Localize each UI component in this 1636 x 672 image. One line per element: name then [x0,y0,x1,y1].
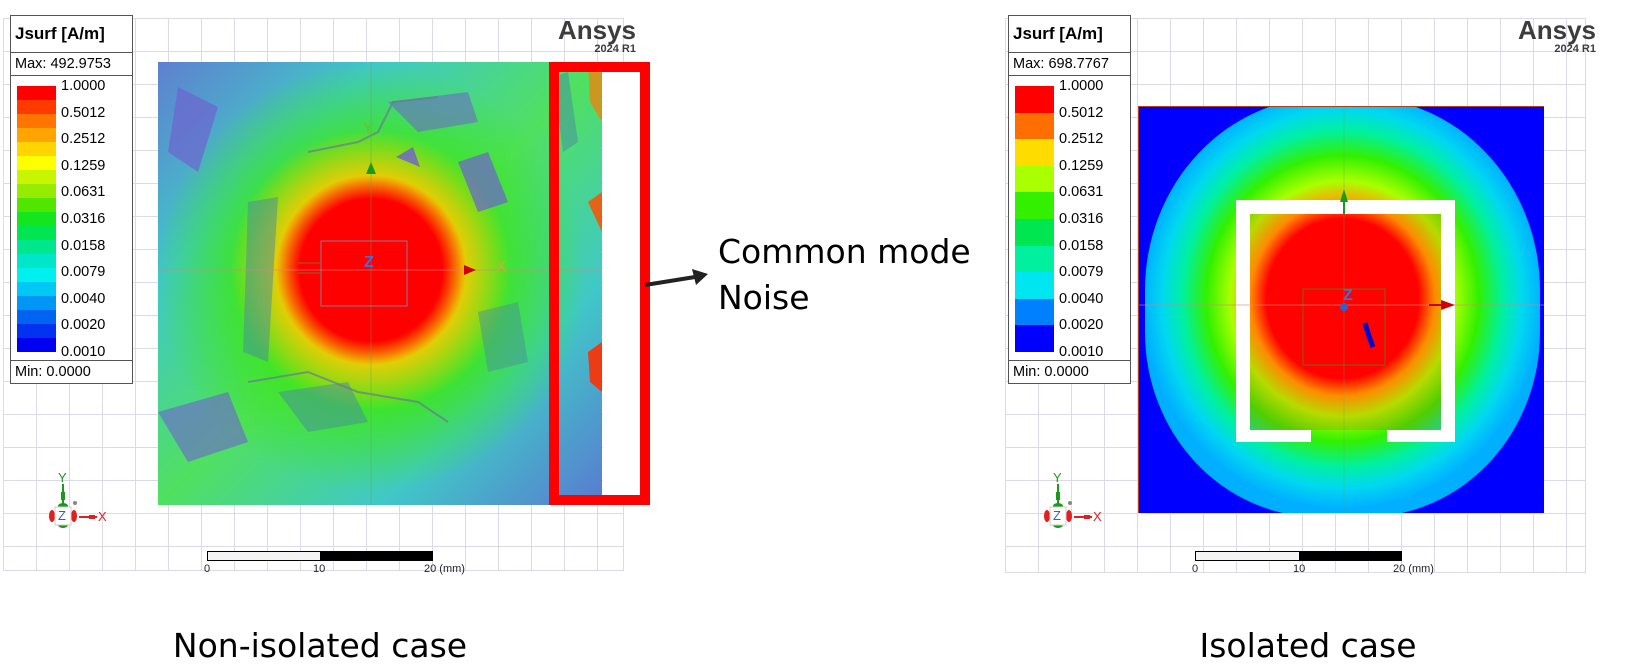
legend-swatch [17,156,56,170]
legend-tick-label: 0.0020 [1059,317,1104,334]
caption-isolated: Isolated case [1199,626,1417,665]
shield-frame [1139,107,1544,513]
legend-tick-label: 0.0010 [61,344,106,360]
triad-x-label: X [98,509,107,524]
legend-scale: 1.0000 0.5012 0.2512 0.1259 0.0631 0.0316 0.01… [11,76,132,361]
annotation-arrow [644,269,708,287]
legend-swatch [17,226,56,240]
legend-swatch [17,114,56,128]
field-artifacts [158,62,602,505]
legend-tick-label: 0.0631 [1059,184,1104,201]
scale-bar [207,551,433,561]
legend-swatch [1015,139,1054,166]
legend-tick-label: 1.0000 [61,78,106,94]
caption-non-isolated: Non-isolated case [172,626,468,665]
legend-swatch [17,212,56,226]
legend-swatches [17,86,56,352]
triad-y-label: Y [58,470,67,485]
legend-min: Min: 0.0000 [1013,364,1089,380]
legend-title: Jsurf [A/m] [1009,16,1130,53]
common-mode-highlight-box [549,62,650,505]
legend-swatch [17,184,56,198]
legend-tick-label: 0.0631 [61,184,106,201]
annotation-line-2: Noise [718,278,810,317]
legend-swatch [1015,192,1054,219]
annotation-text: Common mode Noise [718,229,971,321]
legend-swatch [17,100,56,114]
legend-tick-label: 0.5012 [1059,104,1104,121]
scale-label-20: 20 (mm) [1393,563,1434,575]
legend-swatch [17,198,56,212]
legend-swatch [17,282,56,296]
legend-tick-label: 0.0020 [61,317,106,334]
legend-swatch [1015,86,1054,113]
triad-y-label: Y [1053,470,1062,485]
scale-label-10: 10 [1293,563,1306,575]
legend-tick-label: 0.1259 [1059,157,1104,174]
legend-max: Max: 698.7767 [1009,53,1130,76]
legend-scale: 1.0000 0.5012 0.2512 0.1259 0.0631 0.0316 0.01… [1009,76,1130,361]
coordinate-triad: Y Z X [1040,470,1110,540]
legend-swatch [1015,298,1054,326]
legend-tick-label: 0.0316 [61,211,106,227]
current-density-field-plot: Y X Z [158,62,602,505]
triad-x-label: X [1093,509,1102,524]
legend-swatch [17,268,56,282]
scale-label-10: 10 [313,563,326,575]
legend-max: Max: 492.9753 [11,53,132,76]
legend-swatches [1015,86,1054,352]
legend-title: Jsurf [A/m] [11,16,132,53]
scale-bar [1195,551,1402,561]
legend-tick-label: 0.0010 [1059,344,1104,360]
legend-swatch [17,170,56,184]
legend-swatch [17,296,56,310]
legend-tick-label: 0.0040 [61,290,106,307]
axis-label-x: X [496,258,507,275]
axis-label-z: Z [364,254,374,271]
legend-swatch [17,86,56,100]
legend-tick-label: 1.0000 [1059,78,1104,94]
scale-label-0: 0 [204,563,211,575]
legend-tick-label: 0.0316 [1059,211,1104,227]
legend-min: Min: 0.0000 [15,364,91,380]
legend-swatch [17,324,56,338]
axis-label-y: Y [363,120,374,137]
triad-z-label: Z [58,508,66,523]
legend-tick-label: 0.5012 [61,104,106,121]
legend-swatch [17,240,56,254]
legend-swatch [17,142,56,156]
legend-swatch [17,254,56,268]
color-legend: Jsurf [A/m] Max: 492.9753 1.0000 0.5012 0.… [10,15,133,384]
legend-swatch [17,310,56,324]
legend-tick-label: 0.2512 [61,131,106,148]
scale-label-20: 20 (mm) [424,563,465,575]
highlight-box-inner-blank [603,72,630,495]
legend-swatch [17,338,56,352]
axis-label-z: Z [1343,287,1353,304]
triad-z-label: Z [1053,508,1061,523]
scale-label-0: 0 [1192,563,1199,575]
legend-swatch [1015,218,1054,246]
color-legend: Jsurf [A/m] Max: 698.7767 1.0000 0.5012 0.… [1008,15,1131,384]
coordinate-triad: Y Z X [45,470,115,540]
legend-swatch [1015,245,1054,273]
legend-tick-label: 0.0158 [61,237,106,254]
legend-swatch [1015,165,1054,193]
legend-tick-label: 0.0158 [1059,237,1104,254]
legend-tick-label: 0.0079 [1059,264,1104,281]
ansys-logo: Ansys 2024 R1 [557,15,636,55]
ansys-logo: Ansys 2024 R1 [1517,15,1596,55]
legend-swatch [1015,325,1054,352]
legend-tick-label: 0.1259 [61,157,106,174]
legend-tick-label: 0.0040 [1059,290,1104,307]
legend-tick-label: 0.2512 [1059,131,1104,148]
legend-swatch [17,128,56,142]
annotation-line-1: Common mode [718,232,971,271]
legend-swatch [1015,272,1054,299]
legend-swatch [1015,112,1054,140]
legend-tick-label: 0.0079 [61,264,106,281]
current-density-field-plot: Z [1138,106,1544,513]
